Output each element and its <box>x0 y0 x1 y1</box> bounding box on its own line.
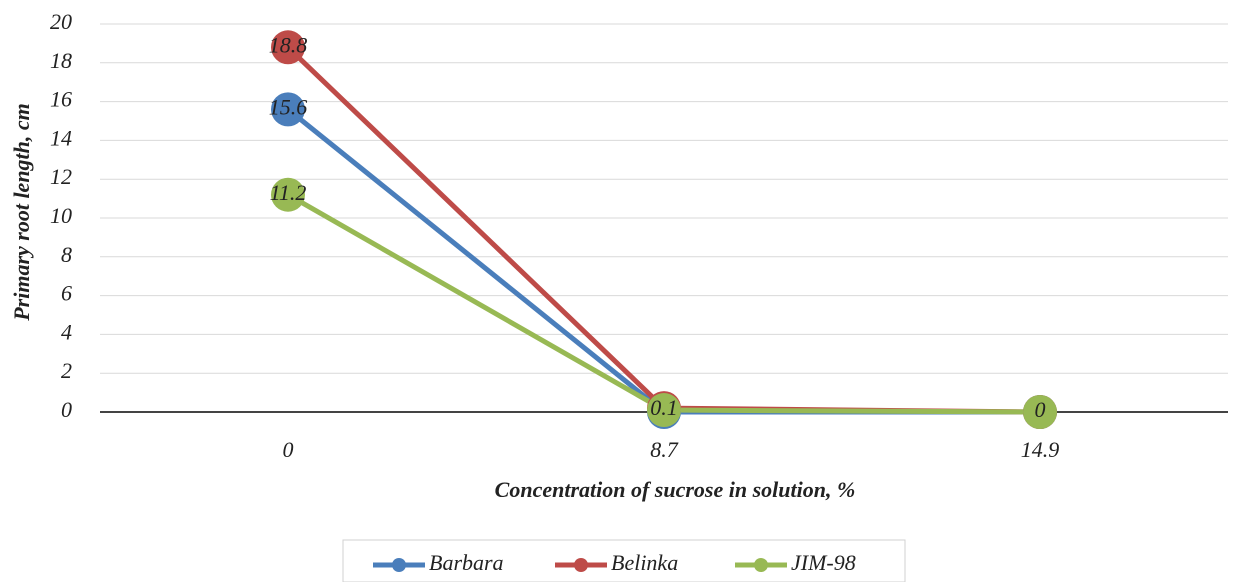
y-tick-label: 18 <box>50 48 72 73</box>
legend-marker <box>754 558 768 572</box>
y-tick-label: 16 <box>50 87 72 112</box>
data-label: 0.1 <box>650 395 678 420</box>
legend-label: Belinka <box>611 550 678 575</box>
legend-box <box>342 539 906 582</box>
data-label: 15.6 <box>269 94 308 119</box>
data-label: 18.8 <box>269 32 308 57</box>
marker <box>271 92 305 127</box>
legend-marker <box>574 558 588 572</box>
marker <box>1023 395 1057 429</box>
legend-label: JIM-98 <box>791 550 856 575</box>
marker <box>271 177 305 212</box>
y-tick-label: 0 <box>61 397 72 422</box>
y-tick-label: 10 <box>50 203 72 228</box>
x-axis-title: Concentration of sucrose in solution, % <box>495 477 856 502</box>
data-label: 11.2 <box>270 180 307 205</box>
y-tick-label: 20 <box>50 9 72 34</box>
legend-label: Barbara <box>429 550 504 575</box>
marker <box>271 30 305 65</box>
legend-marker <box>392 558 406 572</box>
data-label: 0 <box>1035 397 1046 422</box>
y-tick-label: 6 <box>61 281 72 306</box>
y-tick-label: 8 <box>61 242 72 267</box>
y-tick-label: 4 <box>61 319 72 344</box>
x-tick-label: 0 <box>283 437 294 462</box>
marker <box>647 393 681 428</box>
y-tick-label: 12 <box>50 164 72 189</box>
y-tick-label: 2 <box>61 358 72 383</box>
x-tick-label: 8.7 <box>650 437 679 462</box>
x-tick-label: 14.9 <box>1021 437 1060 462</box>
series-line <box>286 192 1041 415</box>
y-tick-label: 14 <box>50 125 72 150</box>
y-axis-title: Primary root length, cm <box>9 103 34 322</box>
